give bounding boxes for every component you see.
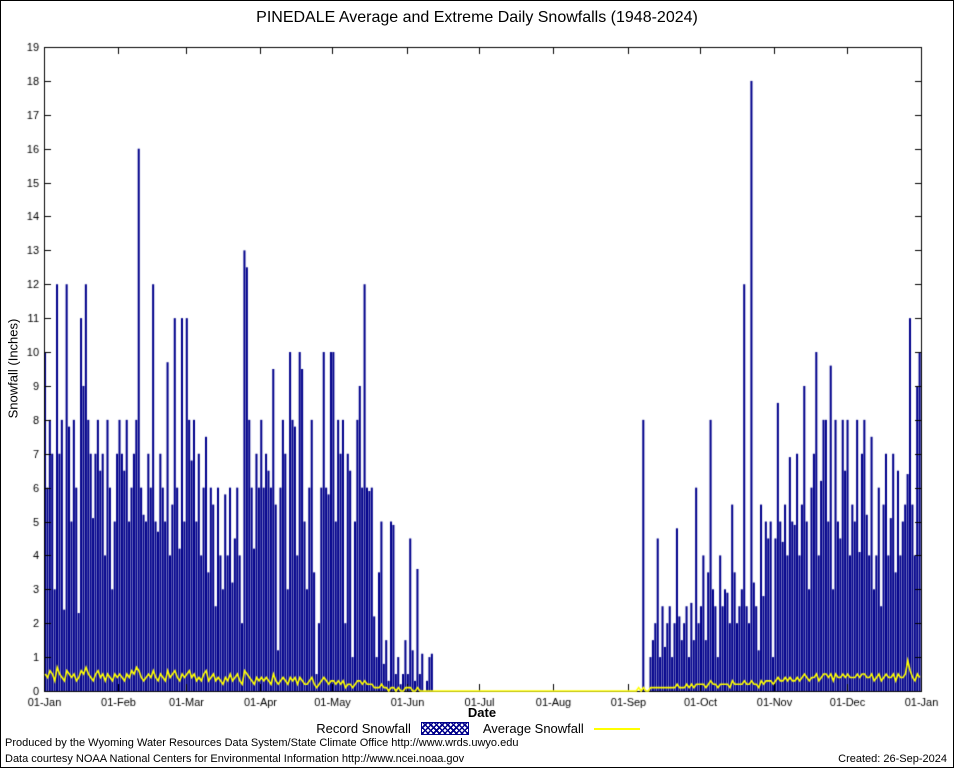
legend-item-record: Record Snowfall [316,721,469,736]
record-swatch-icon [420,722,469,735]
legend-record-label: Record Snowfall [316,721,411,736]
legend-average-label: Average Snowfall [482,721,584,736]
footer-data-courtesy: Data courtesy NOAA National Centers for … [5,753,465,765]
footer-produced-by: Produced by the Wyoming Water Resources … [5,737,519,749]
average-line-icon [593,727,640,730]
x-axis-label: Date [467,705,497,720]
legend-item-average: Average Snowfall [483,721,640,736]
y-axis-label: Snowfall (Inches) [5,318,21,419]
chart-canvas [1,39,953,711]
chart-title: PINEDALE Average and Extreme Daily Snowf… [256,9,698,26]
legend: Record Snowfall Average Snowfall [1,721,953,736]
created-date: Created: 26-Sep-2024 [838,753,947,765]
